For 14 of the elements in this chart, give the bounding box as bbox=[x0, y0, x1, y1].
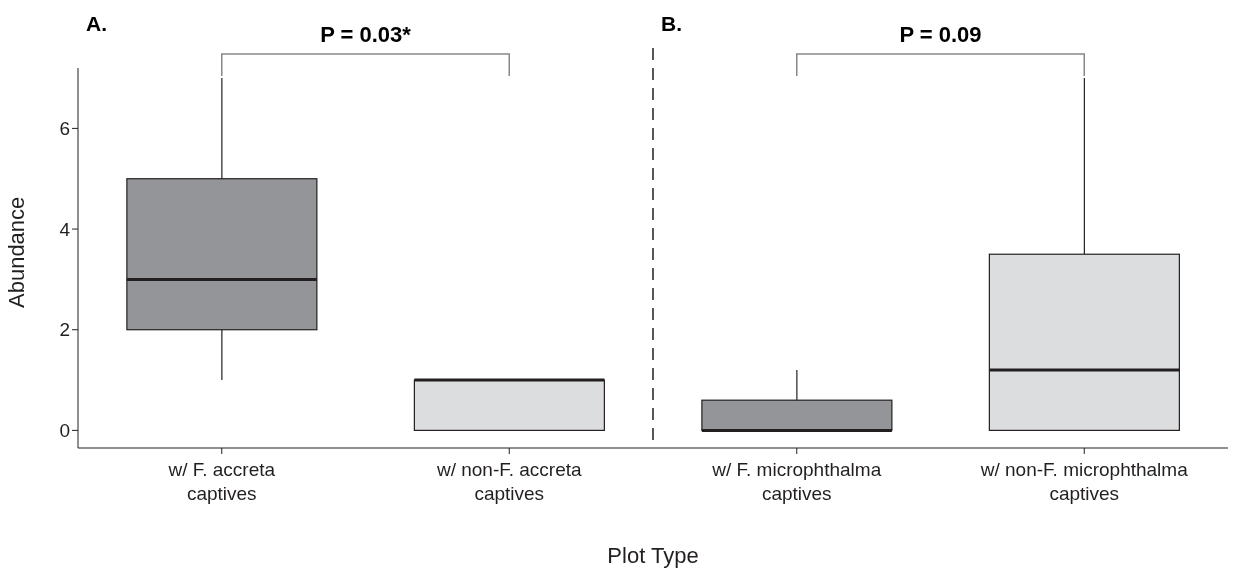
y-tick-label: 2 bbox=[59, 319, 70, 341]
x-tick-label: w/ non-F. accreta captives bbox=[435, 459, 583, 504]
x-tick-label: w/ F. accreta captives bbox=[167, 459, 276, 504]
text: P = 0.03* bbox=[319, 22, 412, 48]
text: P = 0.09 bbox=[898, 22, 983, 48]
x-axis-title: Plot Type bbox=[607, 543, 699, 568]
text: A. bbox=[86, 12, 107, 36]
y-tick-label: 4 bbox=[59, 218, 71, 240]
y-tick-label: 0 bbox=[59, 420, 70, 442]
y-tick-label: 6 bbox=[59, 118, 70, 140]
x-tick-label: w/ non-F. microphthalma captives bbox=[979, 459, 1189, 504]
text: B. bbox=[661, 12, 682, 36]
x-tick-label: w/ F. microphthalma captives bbox=[711, 459, 882, 504]
y-axis-title: Abundance bbox=[3, 196, 29, 308]
